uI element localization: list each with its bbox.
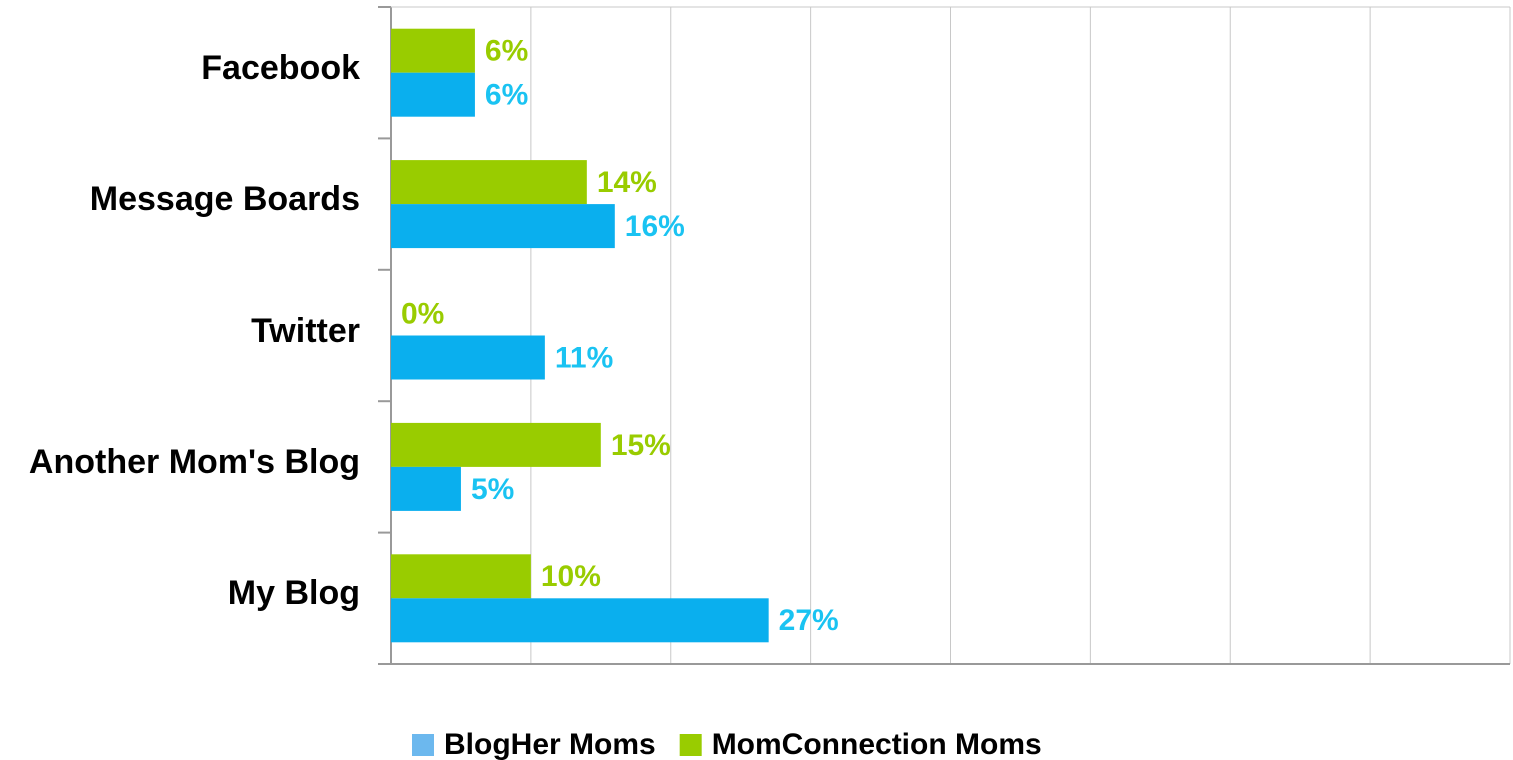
data-label: 5% xyxy=(471,473,514,506)
data-label: 0% xyxy=(401,297,444,330)
bar xyxy=(391,160,587,205)
category-label: Another Mom's Blog xyxy=(28,442,360,481)
bar xyxy=(391,28,475,73)
bar xyxy=(391,335,545,380)
data-label: 16% xyxy=(625,210,685,243)
data-label: 10% xyxy=(541,560,601,593)
bar xyxy=(391,422,601,467)
data-label: 6% xyxy=(485,79,528,112)
category-label: My Blog xyxy=(227,574,360,613)
bar xyxy=(391,554,531,599)
category-label: Facebook xyxy=(201,48,360,87)
bar xyxy=(391,204,615,249)
category-label: Message Boards xyxy=(89,180,360,219)
bar xyxy=(391,72,475,117)
legend-swatch xyxy=(679,734,702,756)
data-label: 15% xyxy=(611,429,671,462)
legend-label: BlogHer Moms xyxy=(444,728,656,760)
data-label: 6% xyxy=(485,35,528,68)
bar xyxy=(391,466,461,511)
legend-swatch xyxy=(412,734,434,756)
legend-label: MomConnection Moms xyxy=(712,728,1042,760)
category-label: Twitter xyxy=(251,311,360,350)
data-label: 11% xyxy=(555,341,613,374)
data-label: 14% xyxy=(597,166,657,199)
bar xyxy=(391,598,769,643)
data-label: 27% xyxy=(779,604,839,637)
